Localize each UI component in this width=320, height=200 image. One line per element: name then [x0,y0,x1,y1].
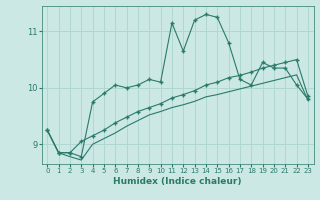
X-axis label: Humidex (Indice chaleur): Humidex (Indice chaleur) [113,177,242,186]
